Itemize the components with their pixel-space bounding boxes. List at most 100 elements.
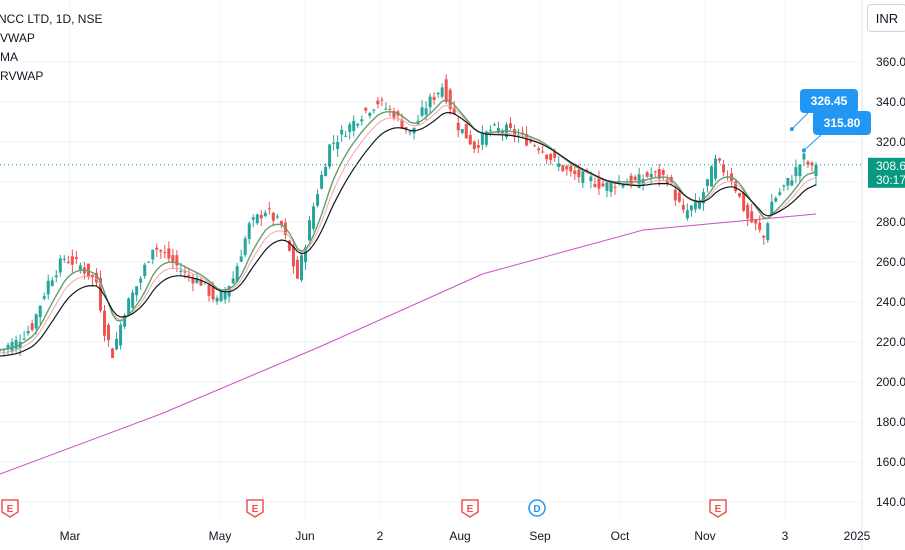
candle-body[interactable] (219, 291, 223, 302)
candle-body[interactable] (509, 123, 513, 129)
candle-body[interactable] (98, 277, 102, 311)
legend-vwap[interactable]: VWAP (0, 31, 35, 45)
candle-body[interactable] (653, 171, 657, 173)
candle-body[interactable] (722, 164, 726, 173)
candle-body[interactable] (589, 176, 593, 182)
candle-body[interactable] (119, 324, 123, 346)
candle-body[interactable] (50, 280, 54, 286)
candle-body[interactable] (123, 315, 127, 327)
candle-body[interactable] (742, 191, 746, 211)
currency-button[interactable]: INR (867, 4, 905, 32)
candle-body[interactable] (239, 256, 243, 262)
candle-body[interactable] (762, 235, 766, 238)
candle-body[interactable] (271, 212, 275, 221)
candle-body[interactable] (569, 165, 573, 172)
candle-body[interactable] (424, 108, 428, 115)
candle-body[interactable] (295, 259, 299, 279)
candle-body[interactable] (472, 141, 476, 149)
candle-body[interactable] (376, 100, 380, 105)
candle-body[interactable] (468, 135, 472, 145)
candle-body[interactable] (577, 169, 581, 178)
candle-body[interactable] (432, 96, 436, 100)
candle-body[interactable] (86, 263, 90, 277)
candle-body[interactable] (573, 170, 577, 175)
candle-body[interactable] (561, 165, 565, 172)
candle-body[interactable] (452, 107, 456, 115)
candle-body[interactable] (802, 153, 806, 160)
candle-body[interactable] (199, 279, 203, 286)
candle-body[interactable] (90, 274, 94, 277)
candle-body[interactable] (697, 200, 701, 209)
candle-body[interactable] (685, 210, 689, 219)
candle-body[interactable] (758, 222, 762, 230)
candle-body[interactable] (681, 204, 685, 210)
legend-rvwap[interactable]: RVWAP (0, 69, 44, 83)
candle-body[interactable] (754, 219, 758, 224)
candle-body[interactable] (143, 264, 147, 277)
candle-body[interactable] (613, 186, 617, 188)
candle-body[interactable] (633, 176, 637, 181)
candle-body[interactable] (360, 119, 364, 122)
candle-body[interactable] (517, 135, 521, 137)
candle-body[interactable] (428, 96, 432, 108)
candle-body[interactable] (308, 220, 312, 241)
candle-body[interactable] (328, 144, 332, 167)
candle-body[interactable] (14, 339, 18, 349)
candle-body[interactable] (529, 140, 533, 143)
candle-body[interactable] (701, 192, 705, 204)
candle-body[interactable] (705, 179, 709, 186)
candle-body[interactable] (22, 338, 26, 340)
candle-body[interactable] (115, 338, 119, 350)
candle-body[interactable] (215, 298, 219, 302)
candle-body[interactable] (533, 145, 537, 147)
candle-body[interactable] (320, 174, 324, 189)
candle-body[interactable] (34, 314, 38, 329)
candle-body[interactable] (806, 161, 810, 165)
candle-body[interactable] (279, 221, 283, 226)
candle-body[interactable] (673, 189, 677, 201)
candle-body[interactable] (291, 246, 295, 267)
candle-body[interactable] (553, 151, 557, 158)
candle-body[interactable] (183, 271, 187, 273)
candle-body[interactable] (689, 205, 693, 211)
candle-body[interactable] (629, 175, 633, 186)
candle-body[interactable] (476, 145, 480, 148)
candle-body[interactable] (778, 192, 782, 195)
candle-body[interactable] (384, 108, 388, 110)
candle-body[interactable] (58, 258, 62, 273)
candle-body[interactable] (557, 163, 561, 167)
candle-body[interactable] (243, 238, 247, 256)
candle-body[interactable] (259, 214, 263, 219)
candle-body[interactable] (275, 216, 279, 218)
candle-body[interactable] (211, 286, 215, 300)
candle-body[interactable] (448, 89, 452, 110)
candle-body[interactable] (255, 214, 259, 224)
candle-body[interactable] (46, 280, 50, 295)
callout-box[interactable] (800, 89, 858, 113)
earnings-badge[interactable] (1, 499, 19, 518)
candle-body[interactable] (645, 172, 649, 177)
candle-body[interactable] (798, 164, 802, 177)
candle-body[interactable] (790, 180, 794, 186)
candle-body[interactable] (147, 261, 151, 263)
candle-body[interactable] (766, 223, 770, 241)
candle-body[interactable] (135, 286, 139, 296)
candle-body[interactable] (26, 330, 30, 334)
candle-body[interactable] (786, 178, 790, 186)
candle-body[interactable] (155, 247, 159, 250)
candle-body[interactable] (718, 158, 722, 161)
candle-body[interactable] (167, 248, 171, 259)
candle-body[interactable] (601, 183, 605, 187)
candle-body[interactable] (814, 164, 818, 176)
candle-body[interactable] (388, 108, 392, 110)
candle-body[interactable] (641, 178, 645, 186)
candle-body[interactable] (464, 124, 468, 139)
candle-body[interactable] (492, 124, 496, 126)
candle-body[interactable] (111, 348, 115, 358)
candle-body[interactable] (74, 256, 78, 259)
time-axis[interactable]: Mar May Jun 2 Aug Sep Oct Nov 3 2025 (60, 529, 871, 543)
candle-body[interactable] (657, 168, 661, 179)
candle-body[interactable] (103, 310, 107, 336)
candle-body[interactable] (738, 193, 742, 197)
candle-body[interactable] (299, 255, 303, 281)
